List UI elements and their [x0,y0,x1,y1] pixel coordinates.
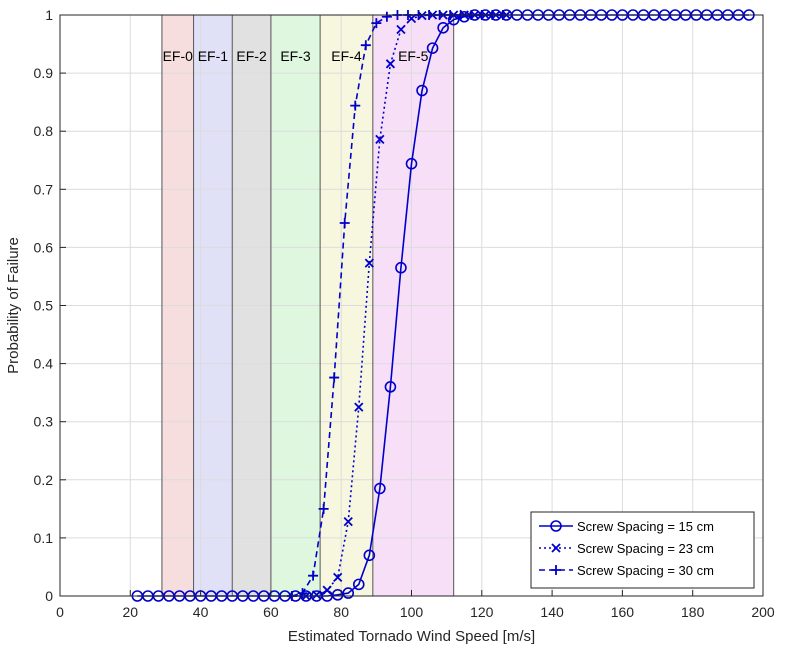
x-tick-label: 140 [540,604,564,620]
x-axis-ticks: 0 20 40 60 80 100 120 140 160 180 200 [56,590,775,620]
x-tick-label: 120 [470,604,494,620]
data-point [342,587,355,599]
y-axis-ticks: 0 0.1 0.2 0.3 0.4 0.5 0.6 0.7 0.8 0.9 1 [34,7,66,604]
data-point [354,402,364,412]
y-tick-label: 0.6 [34,239,54,255]
data-point [384,381,397,393]
data-point [375,134,385,144]
data-point [385,59,396,69]
data-point [343,516,353,527]
data-point [333,572,343,583]
legend-marker [551,565,561,575]
x-tick-label: 180 [681,604,705,620]
data-point [437,21,449,34]
data-point [374,482,386,495]
x-tick-label: 80 [333,604,349,620]
ef-band-label: EF-4 [331,48,362,64]
data-point [331,589,344,601]
legend-marker [551,543,561,553]
x-tick-label: 160 [611,604,635,620]
data-point [416,84,428,97]
x-tick-label: 200 [751,604,775,620]
legend-marker [550,520,562,532]
y-tick-label: 1 [45,7,53,23]
data-point [426,42,439,54]
data-point [329,372,340,383]
data-point [308,570,319,581]
y-tick-label: 0.7 [34,181,54,197]
data-point [350,100,361,111]
y-axis-label: Probability of Failure [5,237,22,374]
y-tick-label: 0.8 [34,123,54,139]
data-point [352,578,365,591]
y-tick-label: 0.5 [34,298,54,314]
x-tick-label: 20 [123,604,139,620]
x-axis-label: Estimated Tornado Wind Speed [m/s] [288,628,535,645]
ef-band-label: EF-3 [280,48,311,64]
ef-band-label: EF-0 [163,48,194,64]
data-point [381,11,392,22]
legend-label: Screw Spacing = 30 cm [577,563,714,578]
ef-band-label: EF-5 [398,48,429,64]
y-tick-label: 0.9 [34,65,54,81]
legend: Screw Spacing = 15 cm Screw Spacing = 23 … [530,511,755,589]
y-tick-label: 0 [45,588,53,604]
data-point [371,18,382,29]
x-tick-label: 60 [263,604,279,620]
y-tick-label: 0.1 [34,530,54,546]
ef-band-label: EF-2 [236,48,267,64]
data-point [363,549,376,562]
ef-band-label: EF-1 [198,48,229,64]
data-point [339,217,350,228]
legend-label: Screw Spacing = 23 cm [577,541,714,556]
data-point [322,585,332,595]
data-point [395,261,407,274]
x-tick-label: 40 [193,604,209,620]
data-point [318,503,329,514]
x-tick-label: 0 [56,604,64,620]
data-point [360,40,371,51]
ef-band-borders: EF-0 EF-1 EF-2 EF-3 EF-4 EF-5 [161,15,455,596]
legend-box [530,511,755,589]
y-tick-label: 0.3 [34,414,54,430]
data-point [311,590,322,600]
y-tick-label: 0.2 [34,472,54,488]
data-point [458,10,471,23]
legend-label: Screw Spacing = 15 cm [577,519,714,534]
data-point [405,157,418,170]
x-tick-label: 100 [400,604,424,620]
y-tick-label: 0.4 [34,356,54,372]
data-point [364,258,374,268]
data-point [396,24,406,35]
